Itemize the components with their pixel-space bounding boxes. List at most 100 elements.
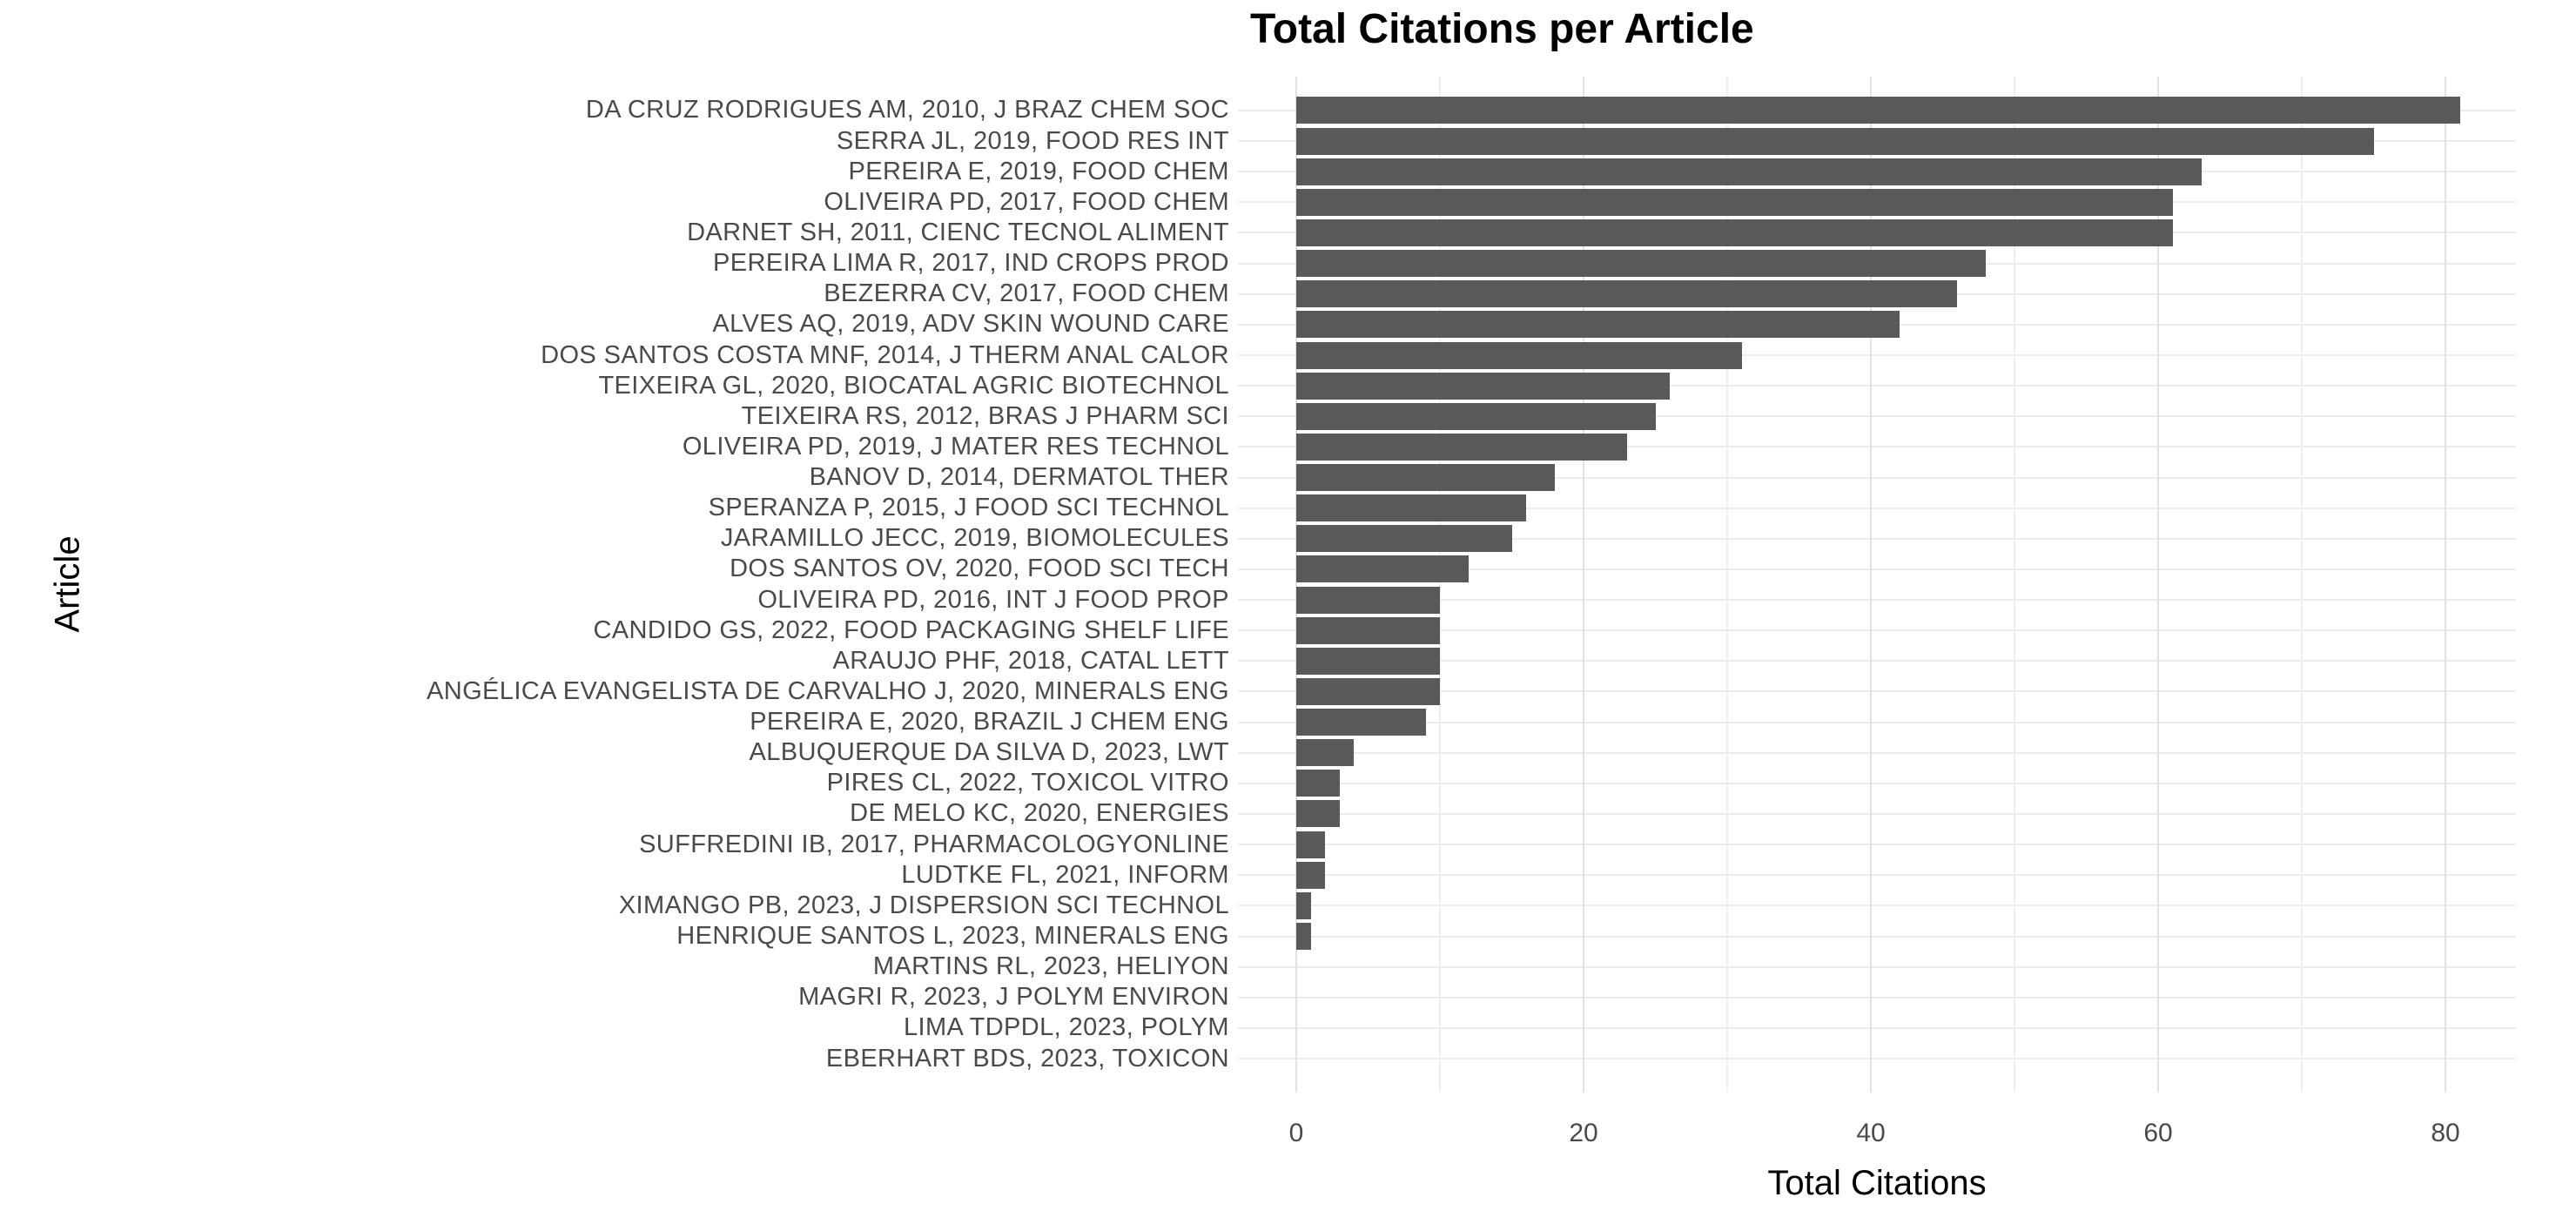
y-axis-label: BANOV D, 2014, DERMATOL THER (809, 463, 1229, 492)
y-axis-label: DOS SANTOS COSTA MNF, 2014, J THERM ANAL… (541, 340, 1229, 369)
y-axis-label: PIRES CL, 2022, TOXICOL VITRO (826, 769, 1229, 797)
y-axis-label: SUFFREDINI IB, 2017, PHARMACOLOGYONLINE (639, 830, 1229, 858)
bar (1296, 433, 1627, 461)
bar (1296, 494, 1526, 522)
x-tick-label: 60 (2143, 1119, 2173, 1147)
bar (1296, 280, 1957, 308)
y-axis-label: SPERANZA P, 2015, J FOOD SCI TECHNOL (708, 494, 1229, 522)
bar (1296, 770, 1340, 797)
bar (1296, 158, 2202, 185)
y-axis-label: ARAUJO PHF, 2018, CATAL LETT (832, 646, 1229, 675)
y-axis-label: PEREIRA E, 2019, FOOD CHEM (848, 157, 1229, 185)
horizontal-gridline (1238, 568, 2516, 570)
horizontal-gridline (1238, 1026, 2516, 1029)
x-axis-title: Total Citations (1767, 1164, 1987, 1202)
horizontal-gridline (1238, 446, 2516, 448)
horizontal-gridline (1238, 415, 2516, 418)
bar (1296, 311, 1900, 339)
y-axis-label: EBERHART BDS, 2023, TOXICON (825, 1044, 1229, 1073)
minor-gridline (1439, 77, 1441, 1093)
bar (1296, 525, 1512, 553)
minor-gridline (2301, 77, 2303, 1093)
horizontal-gridline (1238, 782, 2516, 784)
horizontal-gridline (1238, 844, 2516, 846)
chart-title: Total Citations per Article (1250, 6, 1754, 52)
x-tick-label: 0 (1288, 1119, 1304, 1147)
y-axis-label: TEIXEIRA GL, 2020, BIOCATAL AGRIC BIOTEC… (598, 371, 1229, 400)
minor-gridline (2014, 77, 2015, 1093)
bar (1296, 923, 1311, 950)
bar (1296, 709, 1426, 736)
y-axis-label: PEREIRA LIMA R, 2017, IND CROPS PROD (713, 249, 1229, 278)
bar (1296, 831, 1325, 858)
y-axis-label: DA CRUZ RODRIGUES AM, 2010, J BRAZ CHEM … (585, 96, 1229, 124)
bar (1296, 464, 1555, 492)
bar (1296, 739, 1354, 767)
y-axis-label: JARAMILLO JECC, 2019, BIOMOLECULES (720, 524, 1229, 553)
major-gridline (2157, 77, 2159, 1093)
major-gridline (1295, 77, 1297, 1093)
bar (1296, 677, 1440, 705)
bar (1296, 891, 1311, 919)
horizontal-gridline (1238, 599, 2516, 602)
y-axis-label: PEREIRA E, 2020, BRAZIL J CHEM ENG (750, 708, 1229, 736)
y-axis-label: ANGÉLICA EVANGELISTA DE CARVALHO J, 2020… (427, 676, 1229, 705)
y-axis-label: DE MELO KC, 2020, ENERGIES (850, 799, 1229, 828)
y-axis-label: OLIVEIRA PD, 2017, FOOD CHEM (824, 187, 1229, 216)
major-gridline (1583, 77, 1584, 1093)
y-axis-label: HENRIQUE SANTOS L, 2023, MINERALS ENG (676, 922, 1229, 950)
y-axis-label: OLIVEIRA PD, 2016, INT J FOOD PROP (757, 585, 1229, 614)
bar (1296, 402, 1656, 430)
y-axis-label: DARNET SH, 2011, CIENC TECNOL ALIMENT (687, 218, 1229, 246)
horizontal-gridline (1238, 812, 2516, 815)
y-axis-label: XIMANGO PB, 2023, J DISPERSION SCI TECHN… (618, 891, 1229, 919)
y-axis-label: SERRA JL, 2019, FOOD RES INT (836, 126, 1229, 155)
bar (1296, 647, 1440, 675)
bar (1296, 341, 1742, 369)
horizontal-gridline (1238, 935, 2516, 938)
horizontal-gridline (1238, 751, 2516, 754)
horizontal-gridline (1238, 507, 2516, 509)
y-axis-label: OLIVEIRA PD, 2019, J MATER RES TECHNOL (682, 432, 1229, 461)
bar (1296, 188, 2173, 216)
horizontal-gridline (1238, 690, 2516, 693)
horizontal-gridline (1238, 721, 2516, 723)
minor-gridline (1726, 77, 1728, 1093)
bar (1296, 800, 1340, 828)
y-axis-label: CANDIDO GS, 2022, FOOD PACKAGING SHELF L… (593, 615, 1229, 644)
y-axis-label: BEZERRA CV, 2017, FOOD CHEM (824, 279, 1229, 308)
y-axis-label: ALBUQUERQUE DA SILVA D, 2023, LWT (749, 738, 1229, 767)
y-axis-label: DOS SANTOS OV, 2020, FOOD SCI TECH (730, 555, 1229, 583)
bar (1296, 616, 1440, 644)
bar (1296, 219, 2173, 246)
y-axis-label: MAGRI R, 2023, J POLYM ENVIRON (798, 983, 1229, 1012)
horizontal-gridline (1238, 996, 2516, 999)
bar (1296, 586, 1440, 614)
x-tick-label: 20 (1569, 1119, 1598, 1147)
bar (1296, 97, 2460, 124)
horizontal-gridline (1238, 537, 2516, 540)
bar (1296, 861, 1325, 889)
y-axis-label: LIMA TDPDL, 2023, POLYM (903, 1013, 1229, 1042)
x-tick-label: 80 (2431, 1119, 2460, 1147)
horizontal-gridline (1238, 660, 2516, 662)
bar (1296, 372, 1670, 400)
horizontal-gridline (1238, 354, 2516, 357)
y-axis-label: MARTINS RL, 2023, HELIYON (872, 952, 1229, 981)
horizontal-gridline (1238, 1058, 2516, 1060)
horizontal-gridline (1238, 965, 2516, 968)
horizontal-gridline (1238, 476, 2516, 479)
x-tick-label: 40 (1856, 1119, 1886, 1147)
major-gridline (1870, 77, 1872, 1093)
y-axis-label: TEIXEIRA RS, 2012, BRAS J PHARM SCI (741, 401, 1229, 430)
horizontal-gridline (1238, 385, 2516, 387)
bar (1296, 127, 2374, 155)
plot-panel (1238, 77, 2516, 1093)
horizontal-gridline (1238, 874, 2516, 877)
bar (1296, 555, 1469, 583)
y-axis-label: LUDTKE FL, 2021, INFORM (901, 860, 1229, 889)
bar (1296, 250, 1986, 278)
y-axis-label: ALVES AQ, 2019, ADV SKIN WOUND CARE (712, 310, 1229, 339)
horizontal-gridline (1238, 629, 2516, 632)
